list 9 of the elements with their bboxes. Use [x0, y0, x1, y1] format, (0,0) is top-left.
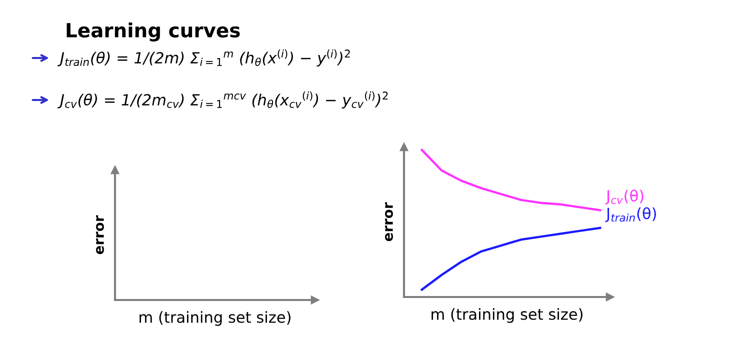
text: J$_{train}$(θ) = 1/(2m) Σ$_{i=1}$$^{m}$ (h$_{θ}$(x$^{(i)}$) − y$^{(i)}$)$^{2}$ — [57, 49, 350, 67]
text: error — [96, 215, 104, 254]
text: J$_{cv}$(θ) = 1/(2m$_{cv}$) Σ$_{i=1}$$^{mcv}$ (h$_{θ}$(x$_{cv}$$^{(i)}$) − y$_{cv}$$^{(i)}$)$^{2}$ — [57, 91, 388, 109]
series-label: J$_{train}$(θ) — [605, 207, 656, 222]
x-axis-title: m (training set size) — [432, 308, 582, 323]
text: Learning curves — [66, 22, 240, 42]
text: m (training set size) — [140, 311, 290, 326]
y-axis-title: error — [385, 202, 393, 242]
series-label: J$_{cv}$(θ) — [605, 190, 644, 204]
